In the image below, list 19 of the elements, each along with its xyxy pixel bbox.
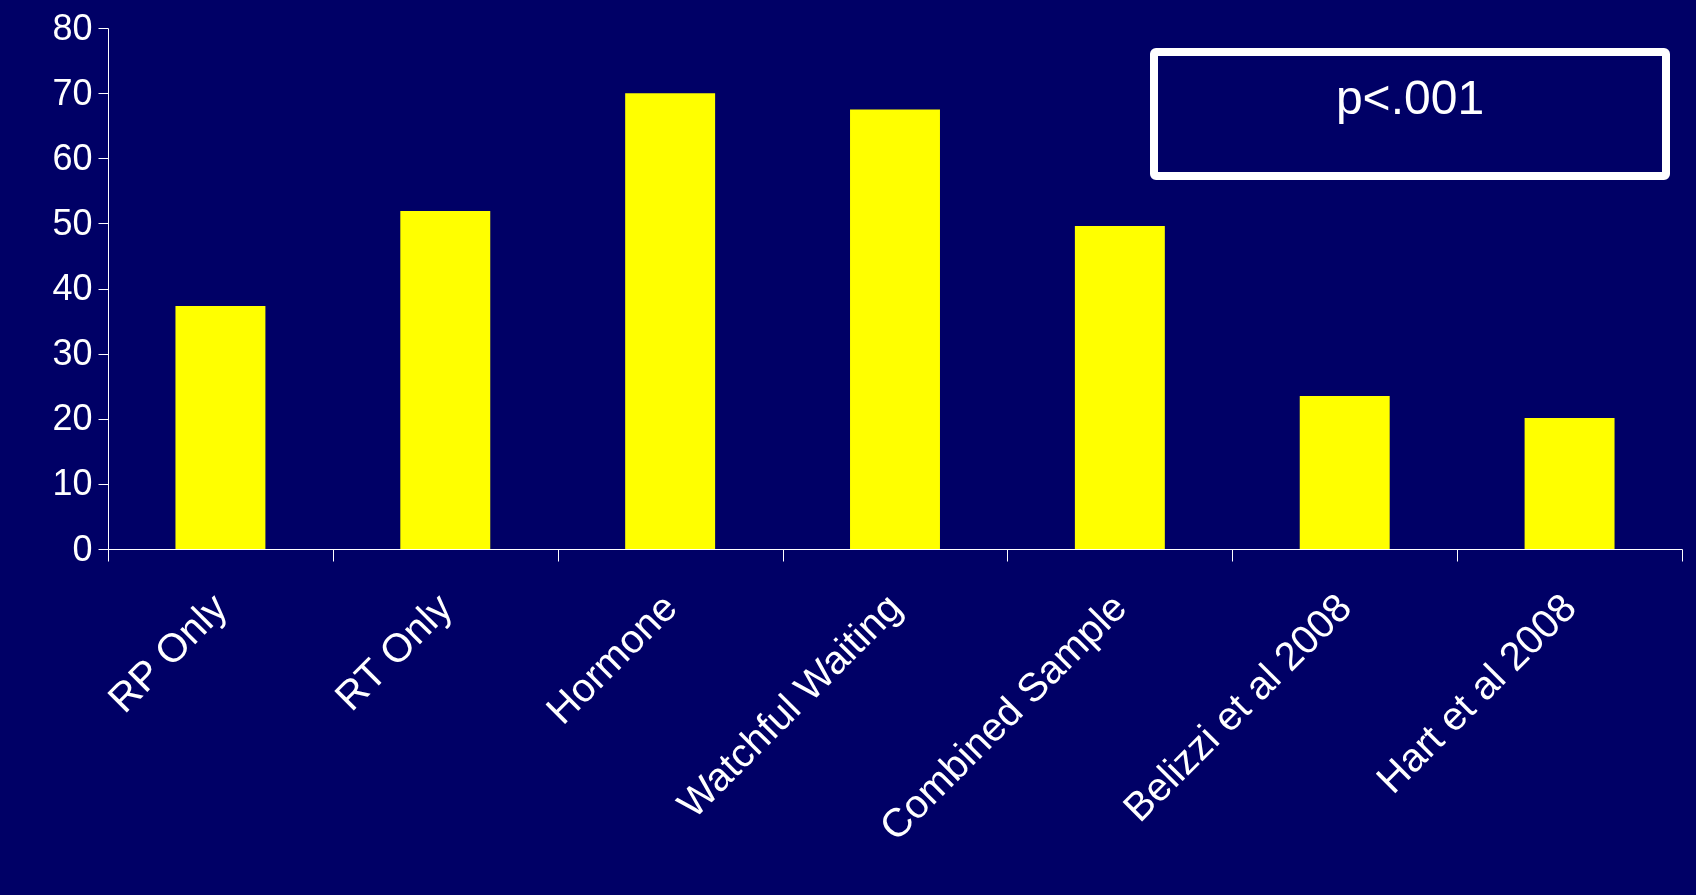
bar [1524, 418, 1615, 549]
y-tick-label: 10 [52, 462, 93, 504]
bar [400, 211, 491, 549]
x-tick-label: RP Only [99, 584, 236, 721]
bar [1074, 225, 1165, 549]
y-tick-label: 20 [52, 397, 93, 439]
annotation: p<.001 [1150, 48, 1670, 180]
y-tick-label: 50 [52, 201, 93, 243]
bar [625, 93, 716, 549]
x-tick-label: RT Only [326, 584, 460, 719]
y-tick-label: 60 [52, 136, 93, 178]
y-tick-label: 30 [52, 332, 93, 374]
bar [1299, 395, 1390, 549]
y-tick-label: 80 [52, 6, 93, 48]
bar [175, 306, 266, 549]
y-tick-label: 0 [72, 527, 93, 569]
y-tick-label: 40 [52, 267, 93, 308]
bar [850, 109, 940, 549]
y-tick-label: 70 [52, 71, 93, 113]
